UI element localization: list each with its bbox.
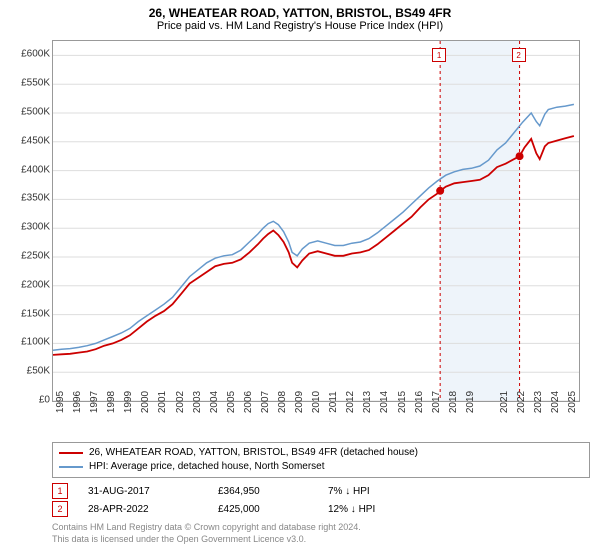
chart-subtitle: Price paid vs. HM Land Registry's House …	[0, 20, 600, 34]
chart-plot-area	[52, 40, 580, 402]
transaction-marker: 1	[52, 483, 68, 499]
sale-marker-label: 1	[432, 48, 446, 62]
y-tick-label: £600K	[21, 49, 50, 60]
x-tick-label: 2004	[209, 391, 220, 413]
x-tick-label: 2015	[397, 391, 408, 413]
y-tick-label: £50K	[27, 366, 50, 377]
x-tick-label: 2014	[379, 391, 390, 413]
transaction-price: £425,000	[218, 504, 328, 515]
footer-line1: Contains HM Land Registry data © Crown c…	[52, 522, 361, 534]
x-tick-label: 2008	[277, 391, 288, 413]
transaction-price: £364,950	[218, 486, 328, 497]
x-tick-label: 1996	[72, 391, 83, 413]
y-tick-label: £400K	[21, 164, 50, 175]
x-tick-label: 2011	[328, 391, 339, 413]
transaction-pct: 7% ↓ HPI	[328, 486, 408, 497]
x-tick-label: 2019	[465, 391, 476, 413]
x-tick-label: 2005	[226, 391, 237, 413]
legend-text: 26, WHEATEAR ROAD, YATTON, BRISTOL, BS49…	[89, 446, 418, 460]
x-tick-label: 2023	[533, 391, 544, 413]
transaction-date: 28-APR-2022	[88, 504, 218, 515]
transaction-marker: 2	[52, 501, 68, 517]
transaction-date: 31-AUG-2017	[88, 486, 218, 497]
legend-row: HPI: Average price, detached house, Nort…	[59, 460, 583, 474]
legend-swatch	[59, 452, 83, 454]
x-tick-label: 2010	[311, 391, 322, 413]
x-tick-label: 1997	[89, 391, 100, 413]
x-tick-label: 1995	[55, 391, 66, 413]
y-tick-label: £300K	[21, 222, 50, 233]
sale-marker-label: 2	[512, 48, 526, 62]
x-tick-label: 2017	[431, 391, 442, 413]
y-tick-label: £350K	[21, 193, 50, 204]
x-tick-label: 2013	[362, 391, 373, 413]
legend-row: 26, WHEATEAR ROAD, YATTON, BRISTOL, BS49…	[59, 446, 583, 460]
y-tick-label: £250K	[21, 251, 50, 262]
x-tick-label: 2022	[516, 391, 527, 413]
x-tick-label: 2009	[294, 391, 305, 413]
y-tick-label: £200K	[21, 279, 50, 290]
y-tick-label: £550K	[21, 78, 50, 89]
x-tick-label: 2003	[192, 391, 203, 413]
footer-line2: This data is licensed under the Open Gov…	[52, 534, 361, 546]
y-tick-label: £500K	[21, 107, 50, 118]
legend-box: 26, WHEATEAR ROAD, YATTON, BRISTOL, BS49…	[52, 442, 590, 478]
transaction-table: 1 31-AUG-2017 £364,950 7% ↓ HPI 2 28-APR…	[52, 482, 408, 518]
x-tick-label: 2016	[414, 391, 425, 413]
y-tick-label: £450K	[21, 135, 50, 146]
y-tick-label: £0	[39, 395, 50, 406]
x-tick-label: 2012	[345, 391, 356, 413]
chart-title: 26, WHEATEAR ROAD, YATTON, BRISTOL, BS49…	[0, 0, 600, 20]
legend-text: HPI: Average price, detached house, Nort…	[89, 460, 325, 474]
y-tick-label: £150K	[21, 308, 50, 319]
x-tick-label: 2000	[140, 391, 151, 413]
x-tick-label: 2002	[175, 391, 186, 413]
x-tick-label: 2018	[448, 391, 459, 413]
x-tick-label: 1998	[106, 391, 117, 413]
x-tick-label: 2024	[550, 391, 561, 413]
x-tick-label: 2006	[243, 391, 254, 413]
y-tick-label: £100K	[21, 337, 50, 348]
transaction-row: 1 31-AUG-2017 £364,950 7% ↓ HPI	[52, 482, 408, 500]
transaction-pct: 12% ↓ HPI	[328, 504, 408, 515]
x-tick-label: 2007	[260, 391, 271, 413]
legend-swatch	[59, 466, 83, 468]
x-tick-label: 2021	[499, 391, 510, 413]
x-tick-label: 2025	[567, 391, 578, 413]
x-tick-label: 1999	[123, 391, 134, 413]
footer-attribution: Contains HM Land Registry data © Crown c…	[52, 522, 361, 545]
transaction-row: 2 28-APR-2022 £425,000 12% ↓ HPI	[52, 500, 408, 518]
x-tick-label: 2001	[157, 391, 168, 413]
